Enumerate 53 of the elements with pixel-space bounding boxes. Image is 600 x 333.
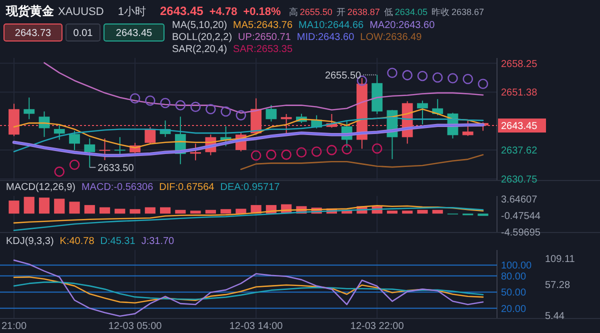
text: +4.78	[209, 6, 238, 18]
y-tick-label: 100.00	[501, 260, 532, 272]
chart-title: 现货黄金	[5, 4, 55, 18]
text: 2634.05	[394, 7, 428, 17]
series-label: MACD:-0.56306	[81, 182, 154, 193]
y-tick-label: 80.00	[501, 271, 526, 282]
text: 昨收	[431, 7, 450, 17]
y-tick-label: 2658.25	[501, 58, 538, 70]
y-tick-label: 2651.38	[501, 88, 538, 99]
text: MA(5,10,20)	[172, 20, 228, 31]
text: LOW:2636.49	[360, 32, 422, 43]
y-tick-label: 3.64607	[501, 194, 538, 206]
ref-line-label: 2643.45	[501, 121, 538, 132]
text: 2638.87	[347, 7, 380, 17]
y-tick-label: 2637.62	[501, 146, 538, 157]
y-tick-label: 2630.75	[501, 174, 538, 186]
text: MID:2643.60	[296, 32, 355, 43]
text: 低	[384, 7, 393, 17]
x-tick-label: 21:00	[1, 321, 27, 332]
text: 2638.67	[451, 7, 484, 17]
annotation: 2633.50	[98, 162, 134, 174]
text: SAR(2,20,4)	[172, 44, 228, 55]
text: 2655.50	[300, 7, 332, 17]
y-tick-label: 20.00	[501, 304, 526, 315]
text: 5.44	[545, 311, 565, 322]
chart-subtitle: XAUUSD	[58, 6, 104, 18]
y-tick-label: 50.00	[501, 288, 526, 299]
x-tick-label: 12-03 22:00	[350, 321, 404, 332]
chart-title: KDJ(9,3,3)	[6, 236, 54, 247]
x-tick-label: 12-03 05:00	[108, 321, 162, 332]
text: SAR:2653.35	[233, 44, 293, 55]
text: DEA:0.95717	[220, 182, 280, 193]
text: DIF:0.67564	[159, 182, 215, 193]
x-tick-label: 12-03 14:00	[229, 321, 284, 332]
y-tick-label: -4.59695	[501, 228, 541, 238]
text: BOLL(20,2,2)	[172, 32, 232, 43]
chart-title: MACD(12,26,9)	[6, 182, 76, 193]
text: 2643.45	[160, 4, 204, 18]
text: 高	[288, 7, 298, 17]
text: MA10:2644.66	[298, 20, 364, 31]
text: UP:2650.71	[238, 32, 292, 43]
text: MA20:2643.60	[370, 20, 436, 31]
annotation: 2655.50	[324, 70, 362, 82]
text: 109.11	[545, 254, 576, 265]
text: K:40.78	[60, 236, 95, 247]
text: +0.18%	[243, 6, 282, 18]
text: 1小时	[118, 5, 146, 18]
y-tick-label: -0.47544	[501, 211, 541, 222]
text: MA5:2643.76	[233, 20, 293, 31]
text: 57.28	[545, 280, 570, 291]
text: D:45.31	[100, 236, 136, 247]
text: J:31.70	[141, 236, 175, 247]
text: 开	[336, 7, 346, 17]
